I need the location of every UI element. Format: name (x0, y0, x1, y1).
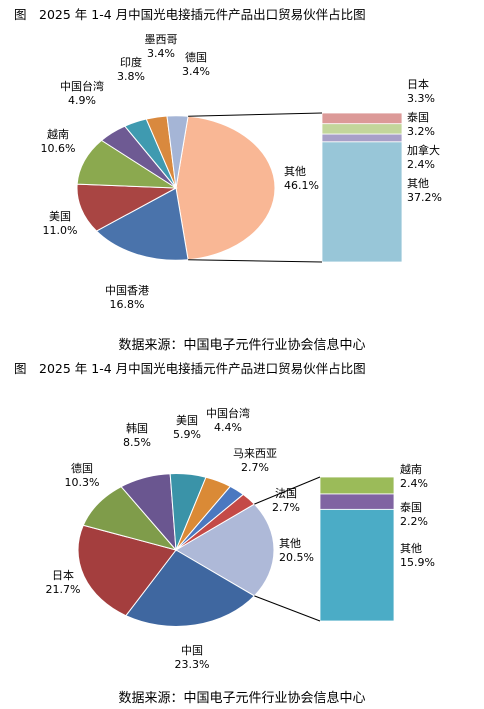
pie-slice-hong-kong (95, 187, 189, 261)
slice-label-usa: 美国 (176, 414, 198, 427)
breakdown-value-japan: 3.3% (407, 92, 435, 105)
breakdown-label-canada: 加拿大 (407, 143, 440, 157)
breakdown-value-other: 15.9% (400, 556, 435, 569)
connector-line-bottom (254, 595, 321, 622)
slice-value-india: 3.8% (117, 70, 145, 83)
breakdown-segment-thailand (321, 123, 403, 135)
export-chart-title: 图 2025 年 1-4 月中国光电接插元件产品出口贸易伙伴占比图 (14, 7, 366, 22)
slice-value-germany: 10.3% (65, 476, 100, 489)
export-chart-source: 数据来源：中国电子元件行业协会信息中心 (118, 338, 366, 353)
slice-label-other: 其他 (279, 537, 301, 550)
import-chart-title: 图 2025 年 1-4 月中国光电接插元件产品进口贸易伙伴占比图 (14, 361, 366, 376)
breakdown-label-japan: 日本 (407, 77, 429, 91)
slice-label-korea: 韩国 (126, 421, 148, 435)
breakdown-value-other: 37.2% (407, 191, 442, 204)
slice-value-vietnam: 10.6% (41, 142, 76, 155)
pie-slice-germany (166, 115, 189, 189)
pie-slice-other (175, 503, 275, 597)
slice-label-malaysia: 马来西亚 (233, 447, 277, 460)
breakdown-label-thailand: 泰国 (407, 110, 429, 124)
slice-label-other: 其他 (284, 165, 306, 178)
breakdown-value-canada: 2.4% (407, 158, 435, 171)
pie-slice-france (175, 493, 256, 551)
pie-slice-usa (76, 183, 178, 232)
slice-value-korea: 8.5% (123, 436, 151, 449)
breakdown-segment-japan (321, 112, 403, 125)
slice-value-other: 46.1% (284, 179, 319, 192)
slice-label-taiwan: 中国台湾 (60, 79, 104, 93)
slice-label-germany: 德国 (185, 50, 207, 64)
pie-slice-other (175, 115, 276, 261)
import-chart: 其他 20.5% 中国 23.3% 日本 21.7% 德国 10.3% 韩国 8.5% 美国 5.9%… (0, 354, 484, 709)
breakdown-segment-canada (321, 133, 403, 143)
slice-label-mexico: 墨西哥 (145, 33, 178, 46)
slice-value-usa: 11.0% (43, 224, 78, 237)
connector-line-top (254, 476, 321, 505)
breakdown-segment-vietnam (319, 476, 395, 495)
slice-label-hong-kong: 中国香港 (105, 284, 149, 297)
slice-value-germany: 3.4% (182, 65, 210, 78)
import-pie-chart: 其他20.5%中国23.3%日本21.7%德国10.3%韩国8.5%美国5.9%… (46, 406, 435, 671)
breakdown-value-thailand: 3.2% (407, 125, 435, 138)
breakdown-label-vietnam: 越南 (400, 462, 422, 476)
breakdown-segment-other (321, 141, 403, 263)
breakdown-bar (319, 476, 395, 622)
slice-label-taiwan: 中国台湾 (206, 406, 250, 420)
slice-label-japan: 日本 (52, 568, 74, 582)
slice-label-germany: 德国 (71, 461, 93, 475)
breakdown-segment-thailand (319, 493, 395, 510)
slice-value-malaysia: 2.7% (241, 461, 269, 474)
slice-label-france: 法国 (275, 486, 297, 500)
connector-line-top (188, 112, 323, 117)
slice-value-france: 2.7% (272, 501, 300, 514)
pie-slice-china (125, 549, 256, 627)
slice-value-usa: 5.9% (173, 428, 201, 441)
slice-value-mexico: 3.4% (147, 47, 175, 60)
slice-value-japan: 21.7% (46, 583, 81, 596)
slice-value-taiwan: 4.9% (68, 94, 96, 107)
slice-label-vietnam: 越南 (47, 127, 69, 141)
breakdown-bar (321, 112, 403, 263)
export-chart: 其他 46.1% 中国香港 16.8% 美国 11.0% 越南 10.6% 中国台湾 4.9% 印度… (0, 0, 484, 354)
breakdown-label-other: 其他 (400, 542, 422, 555)
export-pie-chart: 其他46.1%中国香港16.8%美国11.0%越南10.6%中国台湾4.9%印度… (41, 33, 442, 311)
breakdown-value-thailand: 2.2% (400, 515, 428, 528)
breakdown-segment-other (319, 508, 395, 622)
slice-value-other: 20.5% (279, 551, 314, 564)
breakdown-value-vietnam: 2.4% (400, 477, 428, 490)
slice-label-china: 中国 (181, 644, 203, 657)
connector-line-bottom (188, 259, 323, 263)
slice-value-taiwan: 4.4% (214, 421, 242, 434)
slice-label-india: 印度 (120, 55, 142, 69)
slice-value-china: 23.3% (175, 658, 210, 671)
import-chart-source: 数据来源：中国电子元件行业协会信息中心 (118, 691, 366, 706)
pie-slice-japan (77, 524, 177, 617)
breakdown-label-thailand: 泰国 (400, 500, 422, 514)
breakdown-label-other: 其他 (407, 177, 429, 190)
pie-wedges (77, 473, 275, 627)
slice-value-hong-kong: 16.8% (110, 298, 145, 311)
pie-wedges (76, 115, 276, 261)
slice-label-usa: 美国 (49, 210, 71, 223)
